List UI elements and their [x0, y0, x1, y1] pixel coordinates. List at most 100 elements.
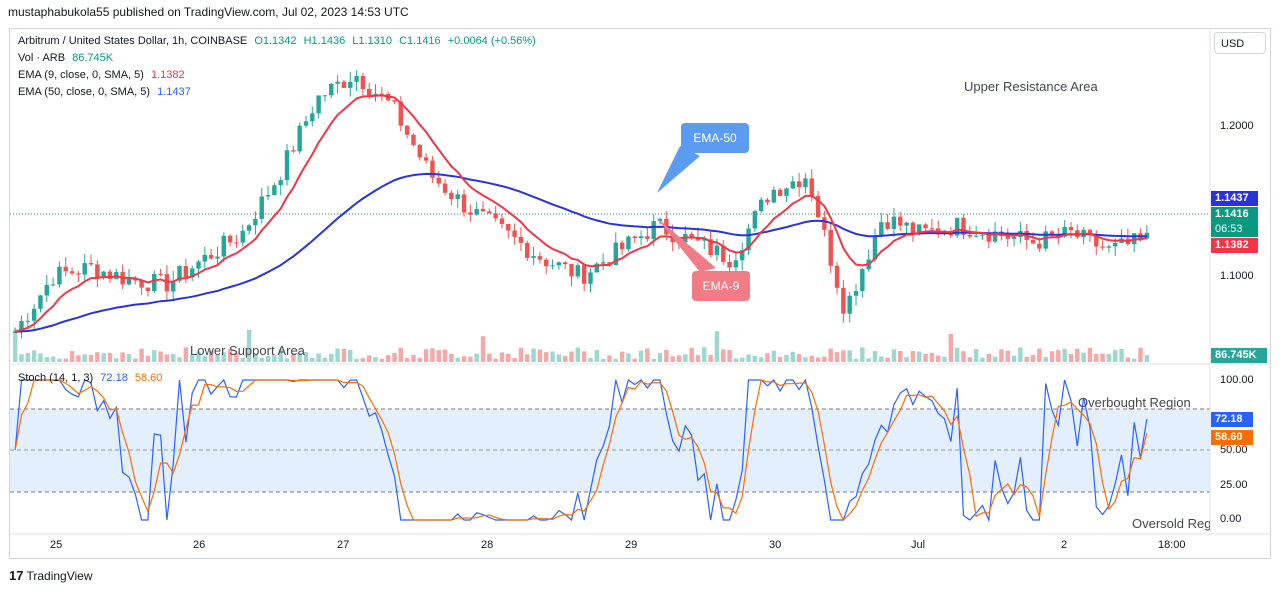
time-tick: 25	[50, 539, 63, 551]
volume-bar	[57, 358, 62, 362]
oversold-label: Oversold Reg	[1132, 516, 1210, 531]
candle-body	[569, 264, 574, 277]
candle-body	[366, 88, 372, 96]
time-tick: 2	[1061, 539, 1068, 551]
candle-body	[50, 284, 56, 286]
volume-bar	[411, 355, 416, 362]
volume-bar	[733, 358, 739, 362]
candle-body	[259, 196, 264, 219]
volume-bar	[714, 331, 720, 362]
candle-body	[1062, 226, 1067, 237]
volume-bar	[910, 350, 916, 362]
volume-tag: 86.745K	[1211, 348, 1267, 363]
candle-body	[1068, 226, 1074, 231]
volume-bar	[607, 355, 612, 362]
price-tick: 1.1000	[1220, 270, 1254, 282]
volume-bar	[834, 352, 840, 362]
candle-body	[853, 291, 859, 296]
candle-body	[348, 81, 353, 88]
candle-body	[436, 177, 441, 184]
candle-body	[398, 101, 404, 126]
time-tick: 30	[769, 539, 782, 551]
volume-bar	[1119, 349, 1124, 362]
volume-bar	[525, 354, 530, 362]
candle-body	[841, 287, 846, 314]
candle-body	[189, 268, 195, 278]
volume-bar	[259, 357, 264, 362]
volume-bar	[765, 353, 770, 362]
candle-body	[645, 236, 650, 239]
stoch-k-line	[14, 378, 1148, 523]
volume-bar	[423, 349, 429, 362]
candle-body	[404, 125, 410, 135]
volume-bar	[657, 352, 663, 362]
volume-bar	[1024, 356, 1029, 362]
candle-body	[227, 235, 233, 243]
volume-bar	[1037, 348, 1042, 362]
volume-bar	[986, 353, 991, 362]
volume-bar	[1094, 353, 1099, 362]
candle-body	[411, 134, 416, 145]
volume-bar	[619, 351, 625, 362]
volume-value: 86.745K	[72, 52, 114, 64]
candle-body	[291, 150, 296, 152]
volume-bar	[645, 348, 650, 362]
stoch-k-value: 72.18	[100, 372, 128, 384]
candle-body	[758, 199, 764, 212]
candle-body	[63, 266, 68, 272]
volume-bar	[164, 354, 170, 362]
candle-body	[373, 93, 378, 96]
ohlc-close: C1.1416	[399, 35, 441, 47]
volume-bar	[1056, 350, 1061, 362]
volume-bar	[1011, 355, 1017, 362]
candle-body	[297, 125, 302, 152]
bar-timer-tag: 06:53	[1211, 222, 1258, 237]
volume-bar	[537, 349, 543, 362]
volume-bar	[120, 352, 125, 362]
volume-bar	[215, 354, 220, 362]
currency-button[interactable]: USD	[1214, 32, 1266, 54]
tradingview-logo[interactable]: 17 TradingView	[9, 568, 93, 583]
legend-stoch-line: Stoch (14, 1, 3) 72.18 58.60	[18, 372, 166, 384]
last-price-tag: 1.1416	[1211, 207, 1258, 222]
volume-bar	[221, 352, 227, 362]
volume-bar	[544, 352, 549, 362]
volume-bar	[809, 356, 814, 362]
volume-bar	[480, 336, 486, 362]
candle-body	[158, 273, 163, 275]
volume-bar	[1081, 352, 1086, 362]
stoch-tick: 50.00	[1220, 444, 1248, 456]
volume-bar	[822, 356, 827, 362]
candle-body	[917, 224, 922, 234]
candle-body	[626, 236, 631, 250]
lower-support-label: Lower Support Area	[190, 343, 305, 358]
tradingview-brand: TradingView	[26, 569, 93, 583]
candle-body	[329, 83, 334, 96]
volume-bar	[879, 356, 884, 362]
candle-body	[152, 273, 157, 292]
volume-bar	[114, 358, 119, 362]
stoch-tick: 100.00	[1220, 374, 1254, 386]
candle-body	[796, 181, 802, 188]
symbol-title: Arbitrum / United States Dollar, 1h, COI…	[18, 35, 248, 47]
candle-body	[1144, 232, 1150, 239]
volume-bar	[923, 353, 928, 362]
candle-body	[834, 265, 840, 288]
volume-bar	[992, 356, 998, 362]
volume-bar	[1087, 347, 1093, 362]
candle-body	[562, 262, 568, 265]
volume-bar	[373, 357, 378, 362]
candle-body	[752, 211, 758, 229]
ohlc-low: L1.1310	[352, 35, 393, 47]
volume-bar	[265, 356, 271, 362]
candle-body	[215, 256, 220, 259]
volume-bar	[506, 353, 511, 362]
volume-bar	[284, 358, 290, 362]
chart-frame	[9, 28, 1271, 559]
candle-body	[923, 224, 928, 229]
volume-bar	[234, 352, 239, 362]
candle-body	[879, 222, 884, 237]
candle-body	[537, 256, 543, 260]
volume-bar	[474, 353, 479, 362]
